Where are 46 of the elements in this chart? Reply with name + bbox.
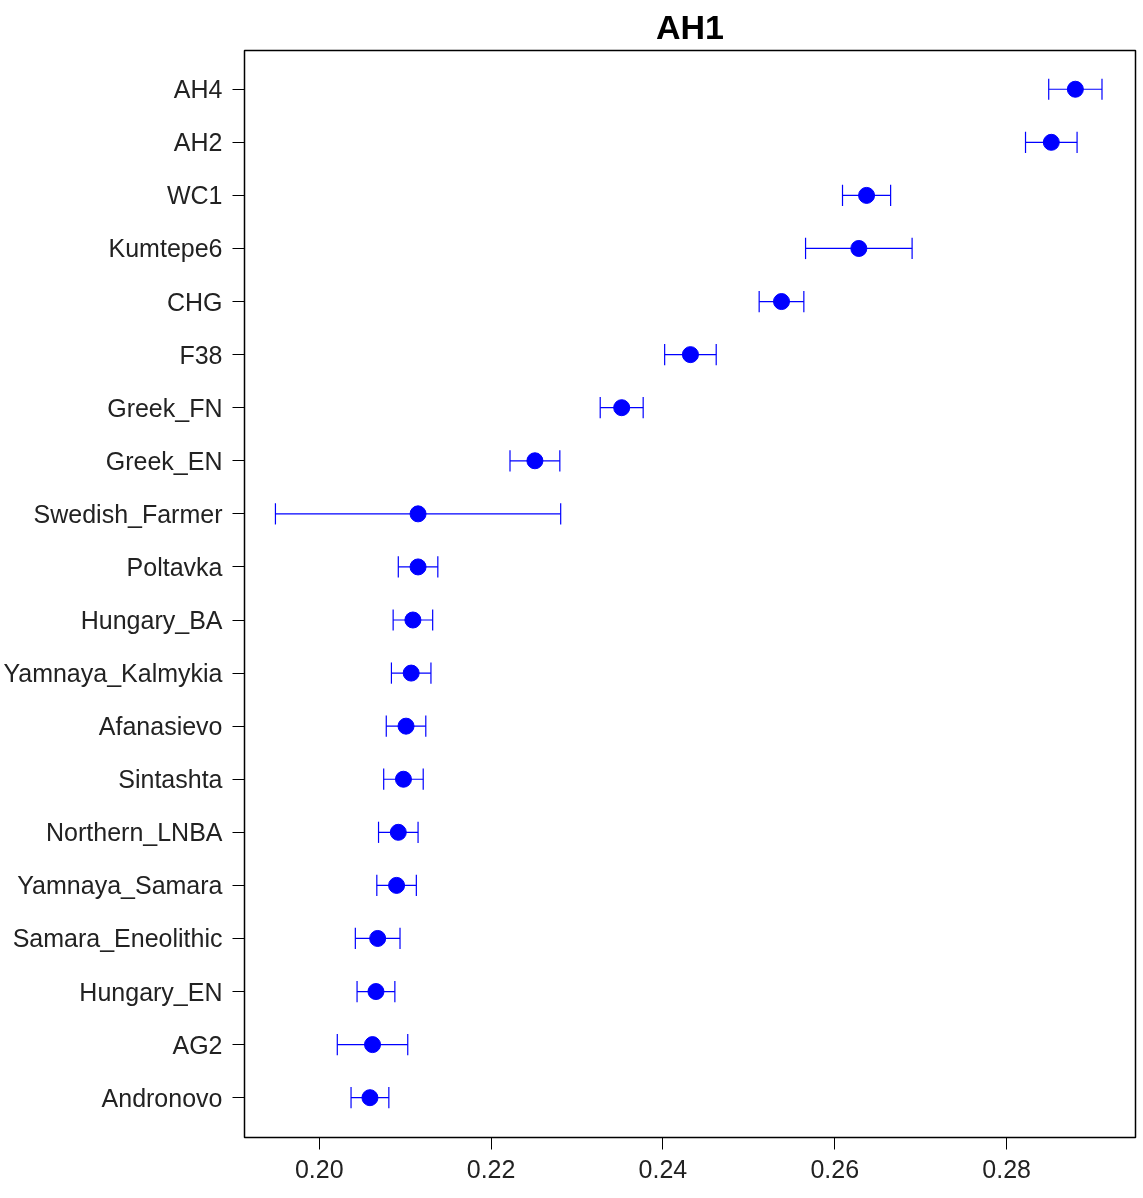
point [613,399,631,417]
y-tick-label: Greek_EN [105,446,223,475]
y-tick-label: Greek_FN [107,393,223,422]
x-tick-label: 0.22 [466,1154,516,1183]
point [1066,80,1084,98]
y-tick-label: Swedish_Farmer [33,499,223,528]
point [681,346,699,364]
point [526,452,544,470]
y-tick-label: Poltavka [126,552,223,581]
y-tick-label: CHG [166,287,223,316]
point [850,239,868,257]
y-tick-label: Samara_Eneolithic [12,924,223,953]
point [389,823,407,841]
point [1042,133,1060,151]
y-tick-label: Hungary_EN [79,977,223,1006]
point [367,983,385,1001]
y-tick-label: AH2 [173,128,223,157]
y-tick-label: AG2 [172,1030,223,1059]
point [773,293,791,311]
point [858,186,876,204]
y-tick-label: Hungary_BA [80,606,223,635]
chart-title: AH1 [655,7,725,46]
x-tick-label: 0.20 [294,1154,344,1183]
point [394,770,412,788]
point [388,876,406,894]
point [361,1089,379,1107]
point [402,664,420,682]
y-tick-label: Sintashta [118,765,223,794]
x-tick-label: 0.24 [638,1154,688,1183]
y-tick-label: Kumtepe6 [108,234,223,263]
point [404,611,422,629]
point [409,505,427,523]
y-tick-label: F38 [179,340,223,369]
y-tick-label: Afanasievo [98,712,223,741]
point [397,717,415,735]
y-tick-label: Northern_LNBA [46,818,223,847]
y-tick-label: Yamnaya_Kalmykia [3,659,223,688]
y-tick-label: WC1 [166,181,223,210]
y-tick-label: Andronovo [101,1083,223,1112]
point [369,929,387,947]
point [364,1036,382,1054]
y-tick-label: AH4 [173,75,223,104]
x-tick-label: 0.26 [810,1154,860,1183]
x-tick-label: 0.28 [982,1154,1031,1183]
y-tick-label: Yamnaya_Samara [17,871,223,900]
point [409,558,427,576]
